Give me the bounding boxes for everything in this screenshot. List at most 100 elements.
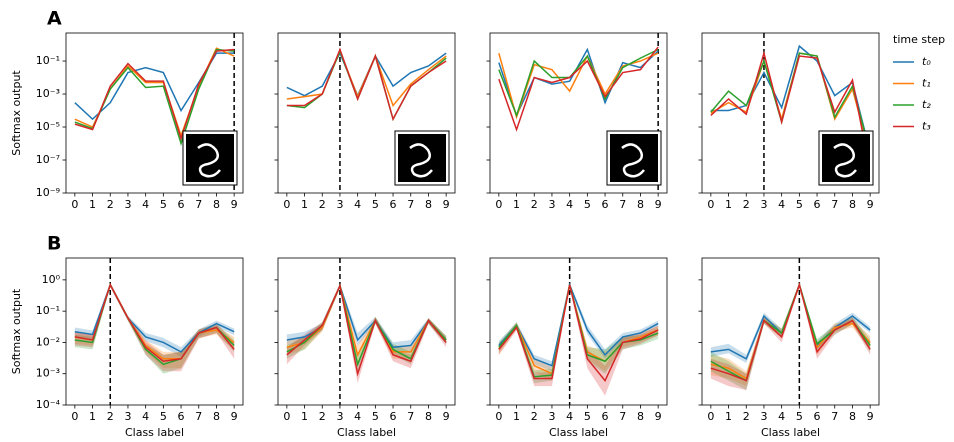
x-tick-label: 6 — [390, 198, 397, 211]
x-tick-label: 7 — [407, 410, 414, 423]
plot-area — [710, 258, 871, 405]
x-tick-label: 4 — [354, 198, 361, 211]
x-tick-label: 4 — [142, 410, 149, 423]
x-tick-label: 2 — [743, 410, 750, 423]
inset-digit — [409, 143, 433, 178]
series-line — [498, 52, 659, 120]
x-tick-label: 2 — [107, 198, 114, 211]
panel: 0 1 2 3 4 5 6 7 8 9 Class label — [274, 257, 456, 439]
plot-area — [498, 258, 659, 405]
axes-frame — [701, 32, 880, 194]
x-tick-label: 7 — [619, 198, 626, 211]
x-tick-label: 3 — [760, 198, 767, 211]
x-tick-label: 9 — [655, 198, 662, 211]
x-tick-label: 3 — [336, 198, 343, 211]
x-tick-label: 6 — [814, 198, 821, 211]
x-tick-label: 0 — [71, 410, 78, 423]
x-tick-label: 2 — [531, 198, 538, 211]
plot-area — [74, 258, 235, 405]
x-tick-label: 9 — [231, 410, 238, 423]
series-line — [286, 49, 447, 122]
x-tick-label: 1 — [725, 198, 732, 211]
x-tick-label: 3 — [336, 410, 343, 423]
x-tick-label: 1 — [725, 410, 732, 423]
x-tick-label: 1 — [513, 198, 520, 211]
legend-label: t₃ — [922, 120, 931, 133]
x-tick-label: 7 — [195, 410, 202, 423]
x-tick-label: 5 — [796, 198, 803, 211]
panel: 0 1 2 3 4 5 6 7 8 9 Class label — [486, 257, 668, 439]
legend-label: t₂ — [922, 98, 931, 111]
legend-title: time step — [893, 33, 945, 46]
x-tick-label: 8 — [849, 198, 856, 211]
x-tick-label: 1 — [89, 198, 96, 211]
x-tick-label: 0 — [707, 198, 714, 211]
x-tick-label: 5 — [372, 410, 379, 423]
error-band — [498, 282, 659, 396]
x-tick-label: 1 — [301, 198, 308, 211]
panel-label: B — [47, 233, 61, 255]
x-tick-label: 8 — [213, 410, 220, 423]
y-tick-label: 10⁻⁵ — [36, 120, 60, 133]
x-tick-label: 8 — [637, 410, 644, 423]
x-tick-label: 6 — [178, 198, 185, 211]
axes-frame — [701, 257, 880, 406]
y-axis-label: Softmax output — [10, 288, 23, 374]
y-axis-label: Softmax output — [10, 70, 23, 156]
x-axis-label: Class label — [125, 426, 184, 439]
x-tick-label: 9 — [867, 198, 874, 211]
axes-frame — [277, 32, 456, 194]
series-line — [498, 48, 659, 118]
x-tick-label: 5 — [584, 198, 591, 211]
x-tick-label: 8 — [637, 198, 644, 211]
y-tick-label: 10⁻³ — [36, 367, 60, 380]
x-tick-label: 6 — [178, 410, 185, 423]
panel: 10⁻⁴ 10⁻³ 10⁻² 10⁻¹ 10⁰ 0 1 2 3 4 5 6 7 8 9 Softmax out… — [10, 233, 244, 439]
x-tick-label: 9 — [443, 198, 450, 211]
inset-image — [398, 134, 446, 182]
panel: 0 1 2 3 4 5 6 7 8 9 Class label — [698, 257, 880, 439]
x-tick-label: 4 — [566, 198, 573, 211]
x-tick-label: 7 — [195, 198, 202, 211]
x-tick-label: 3 — [548, 198, 555, 211]
error-band — [710, 282, 871, 364]
y-tick-label: 10⁰ — [42, 273, 61, 286]
x-tick-label: 0 — [283, 410, 290, 423]
inset-image — [822, 134, 870, 182]
x-tick-label: 9 — [231, 198, 238, 211]
series-line — [498, 47, 659, 118]
y-tick-label: 10⁻⁴ — [36, 398, 61, 411]
x-tick-label: 4 — [778, 198, 785, 211]
x-tick-label: 5 — [160, 198, 167, 211]
x-tick-label: 0 — [283, 198, 290, 211]
legend-label: t₁ — [922, 77, 931, 90]
x-tick-label: 4 — [142, 198, 149, 211]
x-tick-label: 3 — [124, 198, 131, 211]
axes-frame — [65, 32, 244, 194]
axes-frame — [489, 32, 668, 194]
x-tick-label: 9 — [443, 410, 450, 423]
y-tick-label: 10⁻³ — [36, 87, 60, 100]
inset-image — [610, 134, 658, 182]
error-band — [710, 282, 871, 387]
error-band — [286, 283, 447, 384]
x-tick-label: 8 — [425, 410, 432, 423]
x-tick-label: 1 — [513, 410, 520, 423]
x-tick-label: 5 — [372, 198, 379, 211]
x-tick-label: 8 — [425, 198, 432, 211]
x-axis-label: Class label — [761, 426, 820, 439]
y-tick-label: 10⁻¹ — [36, 304, 60, 317]
y-tick-label: 10⁻⁹ — [36, 186, 60, 199]
x-tick-label: 5 — [796, 410, 803, 423]
plot-area — [498, 33, 659, 193]
x-tick-label: 0 — [495, 198, 502, 211]
x-tick-label: 2 — [107, 410, 114, 423]
x-tick-label: 6 — [602, 410, 609, 423]
series-line — [286, 283, 447, 357]
x-tick-label: 7 — [407, 198, 414, 211]
x-tick-label: 3 — [548, 410, 555, 423]
error-band — [74, 282, 235, 369]
